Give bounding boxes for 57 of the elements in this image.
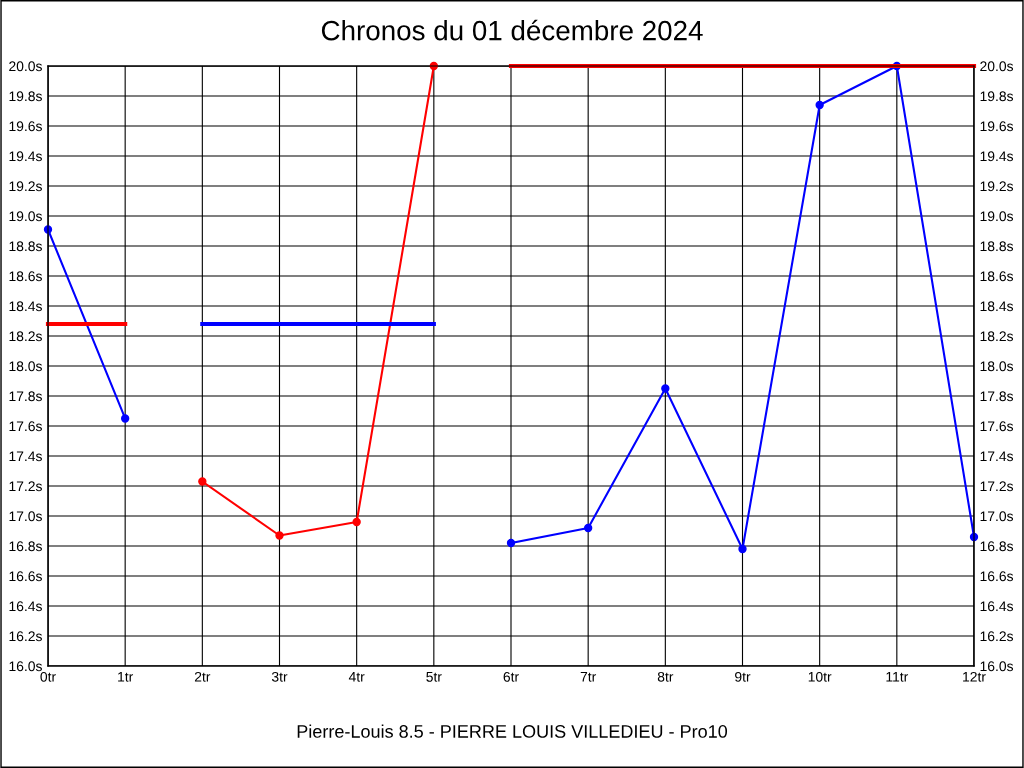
y2-tick-label: 17.2s bbox=[980, 481, 1014, 492]
y2-tick-label: 17.0s bbox=[980, 511, 1014, 522]
x-tick-label: 1tr bbox=[118, 672, 134, 682]
y-tick-label: 17.0s bbox=[9, 511, 42, 522]
x-tick-label: 7tr bbox=[580, 672, 597, 682]
y2-tick-label: 18.6s bbox=[980, 271, 1014, 282]
x-tick-label: 10tr bbox=[808, 671, 832, 682]
y2-tick-label: 19.4s bbox=[980, 151, 1014, 162]
y2-tick-label: 16.6s bbox=[980, 571, 1014, 582]
x-tick-label: 6tr bbox=[503, 671, 519, 682]
y2-tick-label: 16.4s bbox=[980, 601, 1014, 612]
y-tick-label: 19.8s bbox=[9, 91, 42, 102]
x-tick-label: 8tr bbox=[657, 671, 674, 682]
y2-tick-label: 17.6s bbox=[980, 421, 1014, 432]
y-tick-label: 19.4s bbox=[9, 151, 42, 162]
y-tick-label: 16.8s bbox=[9, 541, 42, 552]
y-tick-label: 16.2s bbox=[9, 631, 42, 642]
x-tick-label: 12tr bbox=[963, 671, 986, 682]
y-tick-label: 18.6s bbox=[9, 271, 42, 282]
y2-tick-label: 19.2s bbox=[980, 181, 1014, 192]
y-tick-label: 17.6s bbox=[9, 421, 42, 432]
y2-tick-label: 18.4s bbox=[980, 301, 1014, 312]
y-tick-label: 16.0s bbox=[9, 661, 42, 672]
x-tick-label: 3tr bbox=[271, 671, 288, 682]
y2-tick-label: 18.0s bbox=[980, 361, 1014, 372]
y-tick-label: 18.4s bbox=[9, 301, 42, 312]
y-tick-label: 19.0s bbox=[9, 211, 42, 222]
y-tick-label: 18.8s bbox=[9, 241, 42, 252]
y2-tick-label: 18.8s bbox=[980, 241, 1014, 252]
y-tick-label: 16.6s bbox=[9, 571, 42, 582]
y2-tick-label: 18.2s bbox=[980, 331, 1014, 342]
y2-tick-label: 19.8s bbox=[980, 91, 1014, 102]
text: Pierre-Louis 8.5 - PIERRE LOUIS VILLEDIEU - Pro10 bbox=[297, 724, 728, 738]
y-tick-label: 19.2s bbox=[9, 181, 42, 192]
y2-tick-label: 19.6s bbox=[980, 121, 1014, 132]
y2-tick-label: 17.8s bbox=[980, 391, 1014, 402]
y2-tick-label: 16.8s bbox=[980, 541, 1014, 552]
x-tick-label: 11tr bbox=[886, 672, 909, 682]
y2-tick-label: 16.2s bbox=[980, 631, 1014, 642]
y-tick-label: 19.6s bbox=[9, 121, 42, 132]
x-tick-label: 9tr bbox=[735, 671, 751, 682]
y-tick-label: 17.2s bbox=[9, 481, 42, 492]
y-tick-label: 17.8s bbox=[9, 391, 42, 402]
y-tick-label: 18.2s bbox=[9, 331, 42, 342]
y2-tick-label: 20.0s bbox=[980, 61, 1014, 72]
x-tick-label: 2tr bbox=[194, 671, 211, 682]
y2-tick-label: 17.4s bbox=[980, 451, 1014, 462]
y2-tick-label: 16.0s bbox=[980, 661, 1014, 672]
chart-title: Chronos du 01 décembre 2024 bbox=[321, 19, 703, 41]
y-tick-label: 20.0s bbox=[9, 61, 42, 72]
y-tick-label: 18.0s bbox=[9, 361, 42, 372]
y2-tick-label: 19.0s bbox=[980, 211, 1014, 222]
x-tick-label: 4tr bbox=[348, 672, 365, 682]
x-tick-label: 0tr bbox=[40, 671, 56, 682]
x-tick-label: 5tr bbox=[426, 672, 442, 682]
y-tick-label: 17.4s bbox=[9, 451, 42, 462]
y-tick-label: 16.4s bbox=[9, 601, 42, 612]
